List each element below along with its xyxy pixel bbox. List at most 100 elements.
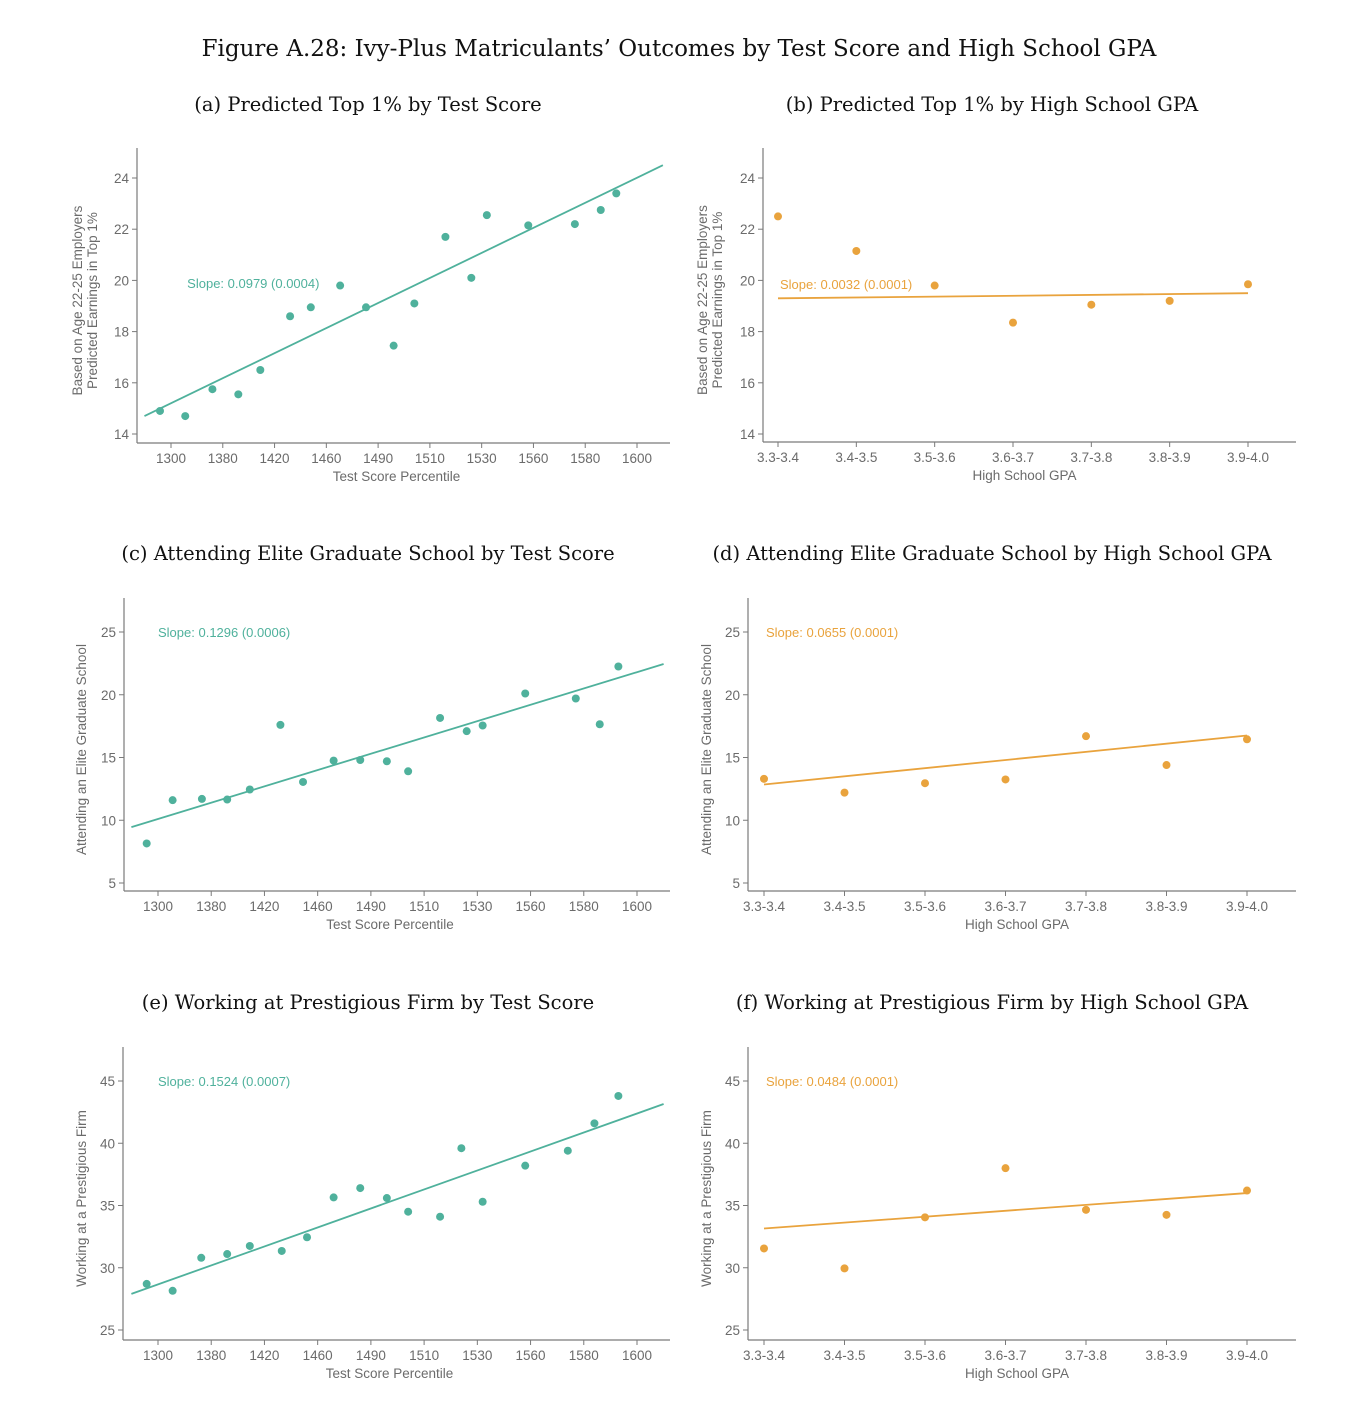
regression-line: [777, 292, 1249, 300]
x-axis-title: High School GPA: [965, 1366, 1069, 1381]
y-tick-label: 22: [740, 222, 755, 237]
x-tick-label: 3.9-4.0: [1226, 1348, 1268, 1363]
x-tick-label: 3.8-3.9: [1145, 899, 1187, 914]
data-point: [1243, 1186, 1251, 1195]
x-tick-label: 1300: [156, 451, 186, 466]
data-point: [142, 839, 151, 848]
x-tick-label: 1560: [518, 451, 548, 466]
data-point: [1162, 1210, 1171, 1219]
data-point: [521, 689, 530, 698]
data-point: [181, 412, 190, 421]
data-point: [208, 385, 217, 394]
data-point: [467, 273, 476, 282]
y-tick-label: 20: [725, 688, 740, 703]
data-point: [223, 795, 232, 804]
x-tick-label: 1580: [569, 899, 599, 914]
data-point: [306, 303, 315, 312]
y-tick-label: 10: [725, 813, 740, 828]
data-point: [404, 1207, 413, 1216]
data-point: [1244, 280, 1252, 289]
y-tick-label: 20: [101, 688, 116, 703]
data-point: [197, 794, 206, 803]
y-tick-label: 25: [100, 1323, 115, 1338]
panel-f: (f) Working at Prestigious Firm by High …: [699, 991, 1296, 1381]
y-tick-label: 30: [725, 1261, 740, 1276]
y-tick-label: 20: [740, 273, 755, 288]
y-axis-title: Predicted Earnings in Top 1%: [85, 212, 100, 389]
y-axis-title: Working at a Prestigious Firm: [699, 1110, 714, 1287]
x-tick-label: 1530: [467, 451, 497, 466]
data-point: [760, 774, 768, 783]
y-tick-label: 45: [725, 1074, 740, 1089]
data-point: [482, 211, 491, 220]
y-tick-label: 24: [740, 171, 756, 186]
data-point: [389, 341, 398, 350]
regression-line: [131, 663, 664, 829]
data-point: [234, 390, 243, 399]
data-point: [478, 721, 487, 730]
x-tick-label: 1490: [356, 1348, 386, 1363]
x-tick-label: 1460: [303, 1348, 333, 1363]
y-tick-label: 40: [725, 1136, 740, 1151]
data-point: [840, 788, 849, 797]
data-point: [590, 1119, 599, 1128]
data-point: [570, 220, 579, 229]
x-axis-title: Test Score Percentile: [326, 1366, 454, 1381]
y-tick-label: 40: [100, 1136, 115, 1151]
data-point: [614, 1091, 623, 1100]
data-point: [299, 777, 308, 786]
data-point: [356, 756, 365, 765]
x-tick-label: 3.4-3.5: [823, 1348, 865, 1363]
y-axis-title: Attending an Elite Graduate School: [74, 644, 89, 855]
x-tick-label: 3.5-3.6: [904, 1348, 946, 1363]
data-point: [223, 1250, 232, 1259]
data-point: [1082, 732, 1090, 741]
y-tick-label: 24: [114, 171, 130, 186]
data-point: [329, 1193, 338, 1202]
x-tick-label: 1510: [409, 1348, 439, 1363]
x-tick-label: 3.3-3.4: [743, 1348, 786, 1363]
y-tick-label: 35: [100, 1199, 115, 1214]
data-point: [524, 221, 533, 230]
y-axis-title: Predicted Earnings in Top 1%: [710, 212, 725, 389]
data-point: [595, 720, 604, 729]
x-tick-label: 1380: [208, 451, 238, 466]
data-point: [457, 1144, 466, 1153]
x-tick-label: 1420: [260, 451, 290, 466]
x-tick-label: 3.8-3.9: [1149, 450, 1191, 465]
data-point: [404, 767, 413, 776]
slope-annotation: Slope: 0.0655 (0.0001): [766, 625, 898, 640]
x-tick-label: 3.3-3.4: [757, 450, 800, 465]
data-point: [329, 756, 338, 765]
x-tick-label: 1490: [356, 899, 386, 914]
x-tick-label: 1420: [249, 1348, 279, 1363]
x-tick-label: 3.9-4.0: [1226, 899, 1268, 914]
x-tick-label: 1600: [622, 1348, 652, 1363]
data-point: [441, 232, 450, 241]
x-tick-label: 3.6-3.7: [984, 1348, 1026, 1363]
data-point: [462, 727, 471, 736]
x-tick-label: 3.3-3.4: [743, 899, 786, 914]
data-point: [478, 1197, 487, 1206]
data-point: [197, 1253, 206, 1262]
data-point: [1243, 735, 1251, 744]
data-point: [930, 281, 939, 290]
data-point: [168, 1286, 177, 1295]
y-axis-title: Attending an Elite Graduate School: [699, 644, 714, 855]
x-tick-label: 3.6-3.7: [984, 899, 1026, 914]
data-point: [277, 1246, 286, 1255]
data-point: [521, 1161, 530, 1170]
data-point: [286, 312, 295, 321]
data-point: [336, 281, 345, 290]
y-tick-label: 25: [725, 1323, 740, 1338]
data-point: [382, 1194, 391, 1203]
x-tick-label: 1510: [415, 451, 445, 466]
data-point: [563, 1146, 572, 1155]
x-tick-label: 3.6-3.7: [992, 450, 1034, 465]
y-tick-label: 20: [114, 273, 129, 288]
x-tick-label: 1460: [311, 451, 341, 466]
y-tick-label: 22: [114, 222, 129, 237]
y-axis-title: Working at a Prestigious Firm: [74, 1110, 89, 1287]
x-tick-label: 3.7-3.8: [1065, 899, 1107, 914]
